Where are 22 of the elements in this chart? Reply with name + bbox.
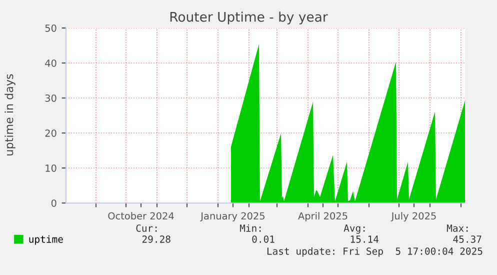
text: Max:	[446, 224, 468, 232]
y-axis-title: uptime in days	[4, 74, 16, 156]
text: Cur:	[136, 224, 157, 232]
x-tick-label: January 2025	[200, 212, 264, 222]
text: Last update: Fri Sep 5 17:00:04 2025	[267, 247, 482, 257]
y-tick-label: 20	[45, 129, 56, 137]
text: 15.14	[350, 236, 379, 243]
chart-title: Router Uptime - by year	[170, 12, 328, 24]
text: Avg:	[344, 224, 365, 234]
text: 45.37	[453, 235, 482, 243]
y-tick-label: 40	[45, 59, 56, 67]
text: 0.01	[252, 235, 274, 243]
x-tick-label: July 2025	[390, 212, 436, 222]
y-tick-label: 0	[51, 199, 56, 207]
text: Min:	[240, 224, 261, 232]
x-tick-label: October 2024	[108, 212, 174, 220]
legend-label: uptime	[29, 235, 63, 245]
y-tick-label: 30	[45, 94, 56, 102]
y-tick-label: 50	[45, 24, 56, 32]
y-tick-label: 10	[46, 164, 56, 172]
text: 29.28	[142, 235, 170, 243]
x-tick-label: April 2025	[298, 212, 348, 222]
